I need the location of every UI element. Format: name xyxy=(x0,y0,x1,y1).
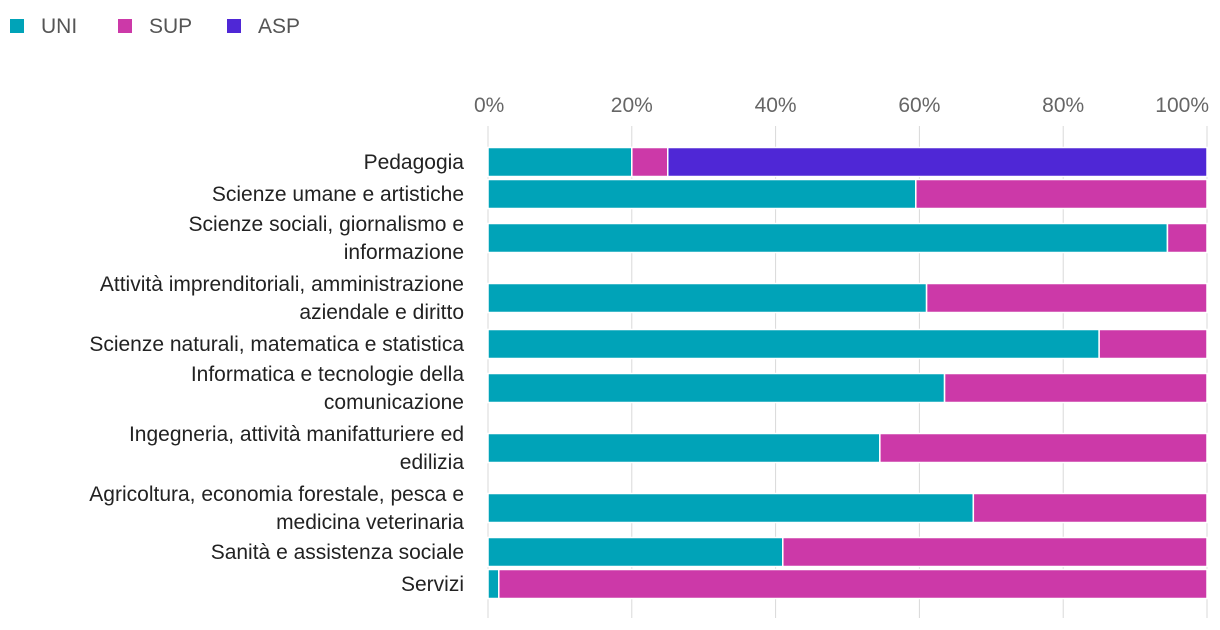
legend-swatch-asp xyxy=(227,19,241,33)
category-label: Scienze sociali, giornalismo e xyxy=(189,213,464,236)
x-tick-label: 20% xyxy=(611,94,653,117)
bar-uni-9 xyxy=(487,568,500,600)
category-label: medicina veterinaria xyxy=(276,511,464,534)
bars xyxy=(487,146,1208,600)
x-tick-label: 80% xyxy=(1042,94,1084,117)
bar-sup-5 xyxy=(943,372,1208,404)
category-label: Attività imprenditoriali, amministrazion… xyxy=(100,273,464,296)
category-label: Scienze naturali, matematica e statistic… xyxy=(89,333,464,356)
bar-uni-1 xyxy=(487,178,917,210)
x-axis-ticks: 0% 20% 40% 60% 80% 100% xyxy=(474,94,1209,117)
legend-swatch-sup xyxy=(118,19,132,33)
legend-label-sup: SUP xyxy=(149,15,192,38)
category-label: Ingegneria, attività manifatturiere ed xyxy=(129,423,464,446)
bar-sup-3 xyxy=(925,282,1208,314)
category-label: Informatica e tecnologie della xyxy=(191,363,464,386)
x-tick-label: 100% xyxy=(1155,94,1209,117)
bar-sup-9 xyxy=(498,568,1208,600)
category-labels: Pedagogia Scienze umane e artistiche Scien… xyxy=(89,151,464,596)
bar-asp-0 xyxy=(667,146,1208,178)
legend-label-uni: UNI xyxy=(41,15,77,38)
category-label: aziendale e diritto xyxy=(299,301,464,324)
bar-uni-7 xyxy=(487,492,975,524)
category-label: Agricoltura, economia forestale, pesca e xyxy=(89,483,464,506)
bar-sup-8 xyxy=(782,536,1208,568)
category-label: comunicazione xyxy=(324,391,464,414)
category-label: informazione xyxy=(344,241,464,264)
bar-sup-6 xyxy=(879,432,1208,464)
bar-sup-0 xyxy=(631,146,669,178)
bar-uni-0 xyxy=(487,146,633,178)
category-label: Pedagogia xyxy=(364,151,465,174)
category-label: Servizi xyxy=(401,573,464,596)
category-label: Scienze umane e artistiche xyxy=(212,183,464,206)
legend: UNI SUP ASP xyxy=(10,15,300,38)
bar-sup-4 xyxy=(1098,328,1208,360)
legend-label-asp: ASP xyxy=(258,15,300,38)
bar-uni-3 xyxy=(487,282,928,314)
bar-uni-8 xyxy=(487,536,784,568)
x-tick-label: 60% xyxy=(898,94,940,117)
bar-sup-1 xyxy=(915,178,1208,210)
bar-uni-5 xyxy=(487,372,946,404)
bar-uni-6 xyxy=(487,432,881,464)
bar-sup-2 xyxy=(1166,222,1208,254)
category-label: edilizia xyxy=(400,451,465,474)
bar-uni-2 xyxy=(487,222,1169,254)
x-tick-label: 0% xyxy=(474,94,504,117)
bar-uni-4 xyxy=(487,328,1100,360)
bar-sup-7 xyxy=(972,492,1208,524)
legend-swatch-uni xyxy=(10,19,24,33)
x-tick-label: 40% xyxy=(755,94,797,117)
category-label: Sanità e assistenza sociale xyxy=(211,541,464,564)
